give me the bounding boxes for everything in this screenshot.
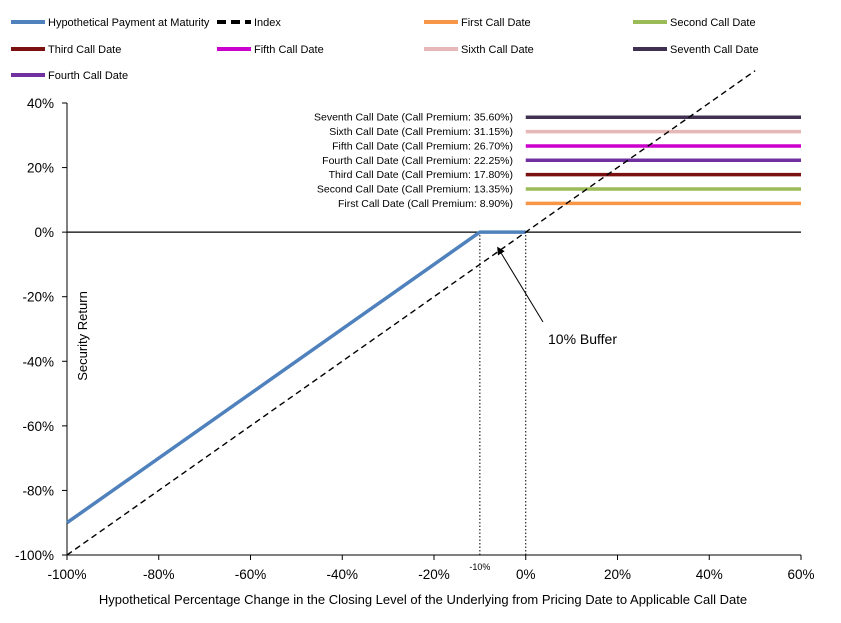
x-tick-label: -60% [235,567,267,582]
x-tick-label: -20% [418,567,450,582]
y-tick-label: 0% [34,225,54,240]
y-tick-label: -40% [22,354,54,369]
y-tick-label: -60% [22,419,54,434]
y-tick-label: -20% [22,290,54,305]
x-tick-label-minus-10: -10% [469,562,490,572]
legend: Hypothetical Payment at Maturity Index Fir… [11,17,759,82]
x-tick-label: -100% [47,567,86,582]
legend-label-third-call-date: Third Call Date [48,44,121,56]
call-label-first-call-date: First Call Date (Call Premium: 8.90%) [338,198,513,210]
buffer-arrow [497,246,544,323]
call-label-sixth-call-date: Sixth Call Date (Call Premium: 31.15%) [329,126,513,138]
x-axis-title: Hypothetical Percentage Change in the Cl… [99,592,747,607]
x-tick-label: -80% [143,567,175,582]
x-tick-label: 60% [787,567,814,582]
x-tick-label: 20% [604,567,631,582]
call-label-second-call-date: Second Call Date (Call Premium: 13.35%) [317,184,513,196]
call-label-fifth-call-date: Fifth Call Date (Call Premium: 26.70%) [332,140,513,152]
legend-label-fourth-call-date: Fourth Call Date [48,70,128,82]
legend-label-first-call-date: First Call Date [461,17,531,29]
y-tick-label: 40% [27,96,54,111]
series-index [66,70,756,556]
call-label-seventh-call-date: Seventh Call Date (Call Premium: 35.60%) [314,112,513,124]
call-label-fourth-call-date: Fourth Call Date (Call Premium: 22.25%) [322,155,513,167]
legend-label-fifth-call-date: Fifth Call Date [254,44,324,56]
plot-area [65,70,801,556]
legend-label-hypothetical-payment-at-maturity: Hypothetical Payment at Maturity [48,17,210,29]
y-tick-label: 20% [27,161,54,176]
y-tick-label: -100% [15,548,54,563]
y-tick-label: -80% [22,483,54,498]
x-tick-label: 40% [696,567,723,582]
x-tick-label: -40% [326,567,358,582]
x-tick-label: 0% [516,567,536,582]
series-hypothetical-payment-at-maturity [65,230,526,525]
legend-label-seventh-call-date: Seventh Call Date [670,44,759,56]
axes: -100% -80% -60% -40% -20% 0% 20% 40% -100% -80% -6… [15,96,815,607]
annotations: Seventh Call Date (Call Premium: 35.60%)… [314,112,617,347]
call-label-third-call-date: Third Call Date (Call Premium: 17.80%) [329,169,513,181]
legend-label-index: Index [254,17,281,29]
legend-label-second-call-date: Second Call Date [670,17,756,29]
buffer-label: 10% Buffer [548,331,617,347]
y-axis-title: Security Return [75,291,90,381]
legend-label-sixth-call-date: Sixth Call Date [461,44,534,56]
